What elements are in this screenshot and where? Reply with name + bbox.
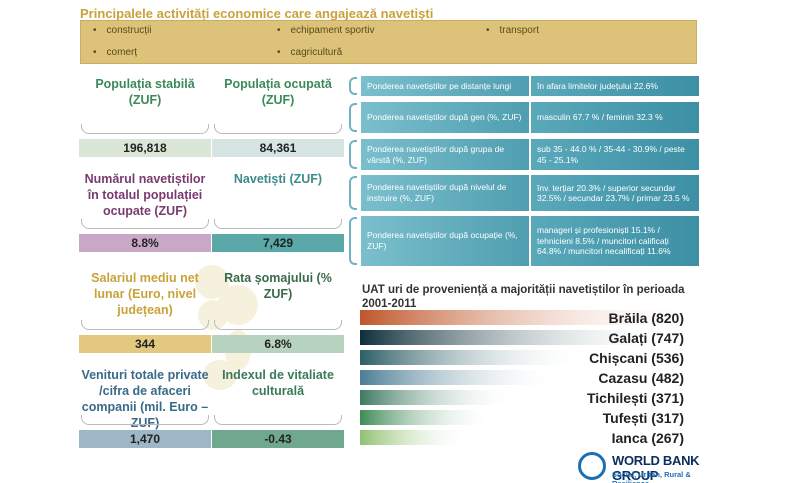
activity-item: transport (486, 25, 539, 36)
bar-label: Ianca (267) (612, 430, 684, 446)
commuter-origin-bar-chart: Brăila (820) Galați (747) Chișcani (536) Ca… (360, 310, 690, 446)
commuter-info-bracket (349, 103, 357, 132)
brand-name: WORLD BANK GROUP (612, 453, 700, 483)
commuter-info-value: sub 35 - 44.0 % / 35-44 - 30.9% / peste … (530, 138, 700, 171)
metric-value: 84,361 (212, 139, 344, 157)
commuter-info-label: Ponderea navetiștilor după grupa de vârs… (360, 138, 530, 171)
metric-label: Navetiști (ZUF) (233, 172, 323, 186)
commuter-info-value: înv. terțiar 20.3% / superior secundar 3… (530, 174, 700, 212)
bar-label: Galați (747) (609, 330, 684, 346)
bar-brăila (360, 310, 690, 325)
commuter-info-row: Ponderea navetiștilor pe distanțe lungi î… (360, 75, 700, 97)
metric-value: 1,470 (79, 430, 211, 448)
metric-value: 7,429 (212, 234, 344, 252)
metric-label: Salariul mediu net lunar (Euro, nivel ju… (91, 271, 199, 317)
bar-label: Tufești (317) (603, 410, 684, 426)
commuter-info-value: în afara limitelor județului 22.6% (530, 75, 700, 97)
metric-value: 8.8% (79, 234, 211, 252)
commuter-info-bracket (349, 217, 357, 265)
metric-brace (81, 415, 209, 425)
bar-chișcani (360, 350, 576, 365)
commuter-info-bracket (349, 176, 357, 210)
bar-ianca (360, 430, 468, 445)
metric-label: Rata șomajului (% ZUF) (224, 271, 332, 301)
metric-brace (214, 415, 342, 425)
brand-subtitle: Social, Urban, Rural & Resilience (612, 470, 691, 483)
bar-cazasu (360, 370, 554, 385)
metric-brace (214, 320, 342, 330)
metric-value: 6.8% (212, 335, 344, 353)
activity-item: cagricultură (277, 47, 343, 58)
bar-tichilești (360, 390, 510, 405)
bar-tufești (360, 410, 488, 425)
header-title: Principalele activități economice care a… (80, 6, 434, 21)
metric-label: Populația ocupată (ZUF) (224, 77, 332, 107)
activity-item: construcții (93, 25, 152, 36)
commuter-info-row: Ponderea navetiștilor după gen (%, ZUF) m… (360, 101, 700, 134)
bar-label: Brăila (820) (609, 310, 684, 326)
bar-label: Tichilești (371) (587, 390, 684, 406)
commuter-info-row: Ponderea navetiștilor după grupa de vârs… (360, 138, 700, 171)
world-bank-logo: WORLD BANK GROUP Social, Urban, Rural & … (578, 452, 728, 483)
commuter-info-bracket (349, 77, 357, 95)
metric-brace (81, 320, 209, 330)
bar-label: Chișcani (536) (589, 350, 684, 366)
metric-value: -0.43 (212, 430, 344, 448)
commuter-info-bracket (349, 140, 357, 169)
chart-title: UAT uri de proveniență a majorității nav… (362, 284, 685, 310)
metric-value: 196,818 (79, 139, 211, 157)
commuter-info-label: Ponderea navetiștilor după gen (%, ZUF) (360, 101, 530, 134)
globe-icon (578, 452, 606, 480)
metric-label: Numărul navetiștilor în totalul populați… (84, 172, 206, 218)
activity-item: comerț (93, 47, 138, 58)
metric-brace (81, 219, 209, 229)
activities-panel: construcții echipament sportiv transport… (80, 20, 697, 64)
commuter-info-row: Ponderea navetiștilor după nivelul de in… (360, 174, 700, 212)
metric-label: Venituri totale private /cifra de afacer… (81, 368, 209, 430)
metric-label: Indexul de vitaliate culturală (222, 368, 334, 398)
bar-galați (360, 330, 661, 345)
bar-label: Cazasu (482) (598, 370, 684, 386)
metric-value: 344 (79, 335, 211, 353)
commuter-info-row: Ponderea navetiștilor după ocupație (%, … (360, 215, 700, 267)
commuter-info-label: Ponderea navetiștilor după ocupație (%, … (360, 215, 530, 267)
commuter-info-label: Ponderea navetiștilor după nivelul de in… (360, 174, 530, 212)
metric-brace (214, 124, 342, 134)
metric-label: Populația stabilă (ZUF) (95, 77, 195, 107)
metric-brace (81, 124, 209, 134)
metric-brace (214, 219, 342, 229)
activity-item: echipament sportiv (277, 25, 375, 36)
commuter-info-label: Ponderea navetiștilor pe distanțe lungi (360, 75, 530, 97)
commuter-info-value: manageri și profesioniști 15.1% / tehnic… (530, 215, 700, 267)
commuter-info-value: masculin 67.7 % / feminin 32.3 % (530, 101, 700, 134)
